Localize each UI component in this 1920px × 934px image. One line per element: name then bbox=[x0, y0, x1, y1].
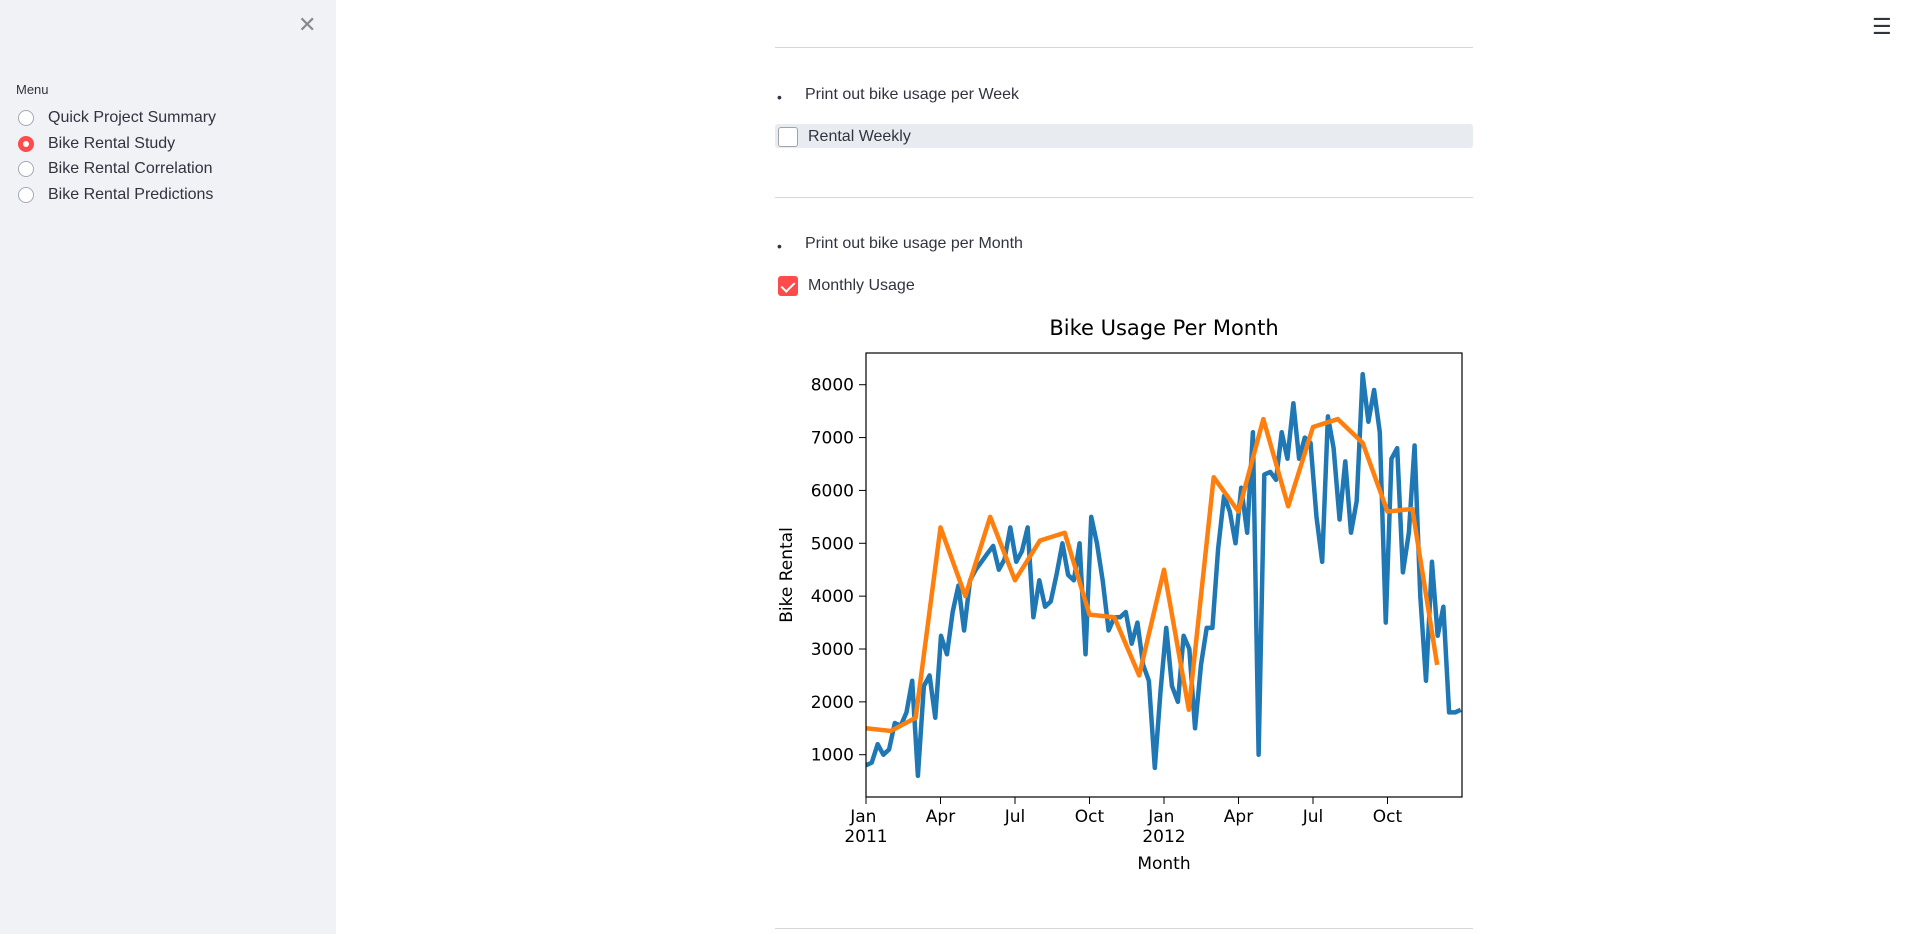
menu-option[interactable]: Bike Rental Study bbox=[48, 134, 176, 152]
y-tick-label: 8000 bbox=[811, 376, 854, 396]
checkbox-label[interactable]: Monthly Usage bbox=[808, 277, 915, 294]
checkbox-label[interactable]: Rental Weekly bbox=[808, 128, 911, 145]
menu-option[interactable]: Quick Project Summary bbox=[48, 109, 217, 126]
y-tick-label: 3000 bbox=[811, 640, 854, 660]
y-tick-label: 5000 bbox=[811, 534, 854, 554]
x-tick-label: Apr bbox=[1224, 807, 1253, 827]
x-tick-label: Jan 2012 bbox=[1142, 807, 1185, 847]
radio-button[interactable] bbox=[18, 161, 34, 178]
x-tick-label: Oct bbox=[1373, 807, 1403, 827]
checkbox-row bbox=[775, 124, 1473, 148]
y-tick-label: 2000 bbox=[811, 693, 854, 713]
checkbox[interactable] bbox=[778, 276, 798, 296]
y-tick-label: 1000 bbox=[811, 746, 854, 766]
close-sidebar[interactable]: ✕ bbox=[298, 12, 317, 37]
chart: Bike Usage Per Month Bike Rental Month 1000… bbox=[777, 316, 1463, 874]
x-axis-label: Month bbox=[1137, 854, 1190, 874]
y-axis-label: Bike Rental bbox=[777, 527, 797, 623]
bullet: • bbox=[777, 89, 782, 105]
menu-option[interactable]: Bike Rental Correlation bbox=[48, 160, 213, 178]
data-line bbox=[866, 371, 1462, 779]
bullet: • bbox=[777, 238, 782, 254]
x-tick-label: Apr bbox=[926, 807, 955, 827]
x-tick-label: Jul bbox=[1004, 807, 1026, 827]
hamburger-menu[interactable]: ☰ bbox=[1872, 14, 1892, 39]
bullet-text: Print out bike usage per Week bbox=[805, 86, 1020, 103]
chart-title: Bike Usage Per Month bbox=[1049, 316, 1278, 340]
x-tick-label: Jul bbox=[1302, 807, 1324, 827]
radio-button[interactable] bbox=[18, 187, 34, 204]
sidebar: ✕ Menu Quick Project Summary Bike Rental … bbox=[0, 0, 336, 934]
menu-label: Menu bbox=[16, 82, 49, 97]
bullet-text: Print out bike usage per Month bbox=[805, 235, 1023, 252]
divider bbox=[775, 47, 1473, 48]
plot-frame bbox=[865, 352, 1463, 798]
radio-dot bbox=[23, 140, 29, 147]
y-tick-label: 6000 bbox=[811, 481, 854, 501]
divider bbox=[775, 928, 1473, 929]
x-tick-label: Jan 2011 bbox=[844, 807, 887, 847]
data-line bbox=[866, 416, 1440, 734]
checkbox[interactable] bbox=[778, 127, 798, 147]
radio-button[interactable] bbox=[18, 110, 34, 126]
divider bbox=[775, 197, 1473, 198]
y-tick-label: 7000 bbox=[811, 429, 854, 449]
menu-option[interactable]: Bike Rental Predictions bbox=[48, 186, 214, 204]
x-tick-label: Oct bbox=[1075, 807, 1105, 827]
y-tick-label: 4000 bbox=[811, 587, 854, 607]
